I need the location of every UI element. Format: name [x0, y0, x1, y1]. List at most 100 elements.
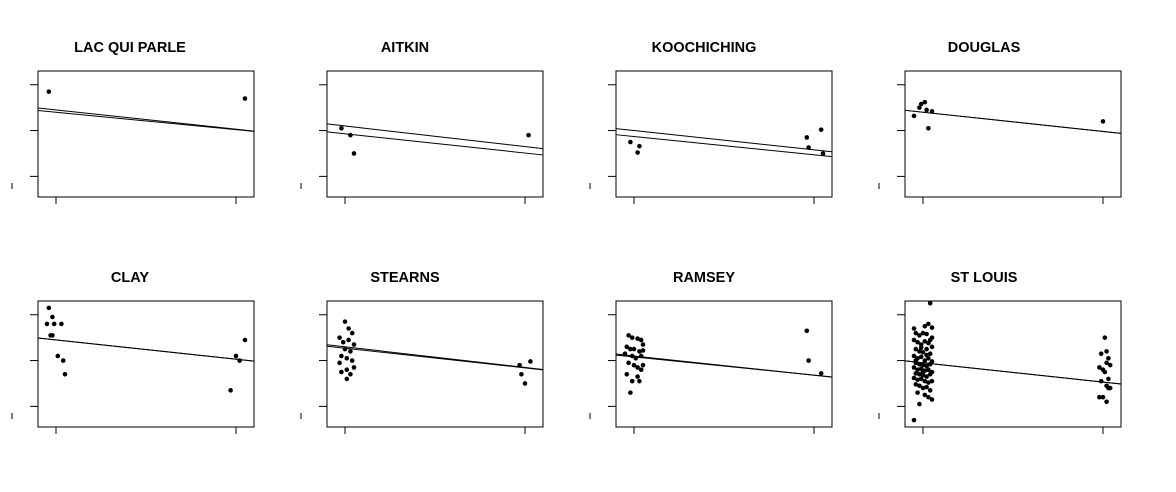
data-point — [1104, 360, 1109, 366]
data-point — [59, 321, 64, 327]
data-point — [51, 321, 57, 327]
data-point — [624, 372, 630, 377]
data-point — [911, 353, 917, 359]
data-point — [228, 388, 233, 393]
data-point — [927, 300, 933, 306]
data-point — [624, 344, 630, 350]
data-point — [351, 365, 357, 370]
data-point — [526, 132, 531, 138]
data-point — [918, 354, 924, 360]
data-point — [804, 328, 810, 334]
data-point — [637, 143, 642, 149]
data-point — [638, 337, 644, 343]
data-point — [337, 335, 342, 340]
data-point — [50, 333, 55, 338]
data-point — [638, 353, 644, 359]
plot-frame — [37, 70, 255, 198]
plot-frame — [904, 300, 1122, 428]
data-point — [920, 385, 926, 391]
data-point — [818, 371, 824, 376]
data-point — [924, 107, 929, 113]
plot-frame — [326, 300, 544, 428]
data-point — [44, 321, 50, 327]
data-point — [522, 381, 528, 386]
data-point — [349, 358, 355, 363]
data-point — [915, 377, 920, 383]
data-point — [924, 374, 929, 379]
data-point — [633, 355, 639, 361]
data-point — [1098, 378, 1104, 384]
data-point — [628, 346, 633, 352]
data-point — [1100, 119, 1106, 124]
data-point — [911, 337, 917, 343]
data-point — [351, 342, 357, 347]
data-point — [60, 358, 66, 363]
data-point — [635, 336, 640, 341]
data-point — [926, 367, 931, 373]
data-point — [1102, 369, 1108, 375]
panel-6: RAMSEY — [589, 270, 833, 434]
data-point — [913, 346, 919, 352]
fit-line — [904, 360, 1122, 385]
data-point — [929, 378, 935, 384]
panel-0: LAC QUI PARLE — [11, 40, 255, 204]
panel-title: KOOCHICHING — [652, 40, 757, 56]
data-point — [337, 360, 342, 366]
data-point — [1106, 355, 1111, 361]
data-point — [922, 99, 928, 105]
fit-line — [37, 337, 255, 362]
data-point — [348, 349, 353, 354]
data-point — [628, 139, 633, 145]
data-point — [626, 360, 631, 366]
panel-title: LAC QUI PARLE — [74, 40, 186, 56]
plot-frame — [904, 70, 1122, 198]
data-point — [924, 363, 929, 369]
fit-line — [326, 345, 544, 371]
data-point — [637, 378, 642, 384]
data-point — [929, 325, 935, 330]
panel-title: AITKIN — [381, 40, 429, 56]
data-point — [806, 358, 811, 363]
data-point — [344, 355, 350, 361]
data-point — [920, 369, 926, 375]
data-point — [924, 384, 929, 390]
data-point — [622, 351, 628, 356]
data-point — [922, 339, 928, 344]
data-point — [920, 372, 926, 378]
fit-line — [615, 128, 833, 153]
data-point — [629, 378, 635, 384]
data-point — [629, 353, 635, 359]
data-point — [1097, 365, 1102, 370]
data-point — [922, 323, 928, 329]
data-point — [929, 109, 935, 114]
data-point — [917, 349, 922, 354]
data-point — [922, 378, 928, 384]
data-point — [55, 353, 61, 359]
data-point — [1107, 362, 1113, 368]
data-point — [640, 342, 646, 347]
data-point — [927, 388, 933, 393]
data-point — [929, 397, 935, 402]
fit-line — [326, 131, 544, 156]
data-point — [46, 305, 52, 311]
data-point — [339, 353, 344, 359]
data-point — [528, 359, 533, 364]
data-point — [922, 392, 928, 398]
data-point — [339, 125, 344, 131]
panel-7: ST LOUIS — [878, 270, 1122, 434]
panel-2: KOOCHICHING — [589, 40, 833, 204]
data-point — [917, 372, 922, 377]
data-point — [626, 333, 631, 338]
data-point — [637, 349, 642, 354]
fit-line — [904, 109, 1122, 134]
data-point — [631, 362, 637, 368]
data-point — [517, 362, 522, 368]
fit-line — [326, 344, 544, 370]
data-point — [804, 135, 810, 140]
data-point — [342, 319, 348, 324]
data-point — [927, 361, 933, 367]
data-point — [346, 326, 351, 331]
data-point — [918, 101, 924, 107]
data-point — [635, 374, 640, 379]
